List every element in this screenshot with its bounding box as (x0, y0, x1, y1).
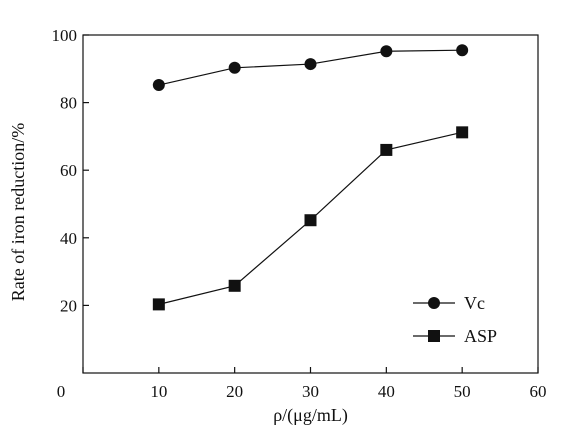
y-tick-label: 20 (60, 296, 77, 315)
series-vc (152, 44, 469, 92)
y-tick-label: 80 (60, 94, 77, 113)
data-point-vc (380, 45, 393, 58)
data-point-asp (304, 214, 317, 227)
y-axis-title: Rate of iron reduction/% (8, 123, 28, 301)
data-point-asp (152, 298, 165, 311)
data-point-vc (304, 58, 317, 71)
data-point-asp (380, 143, 393, 156)
data-point-vc (152, 79, 165, 92)
x-tick-label: 30 (302, 382, 319, 401)
y-tick-label: 40 (60, 229, 77, 248)
data-point-asp (228, 279, 241, 292)
legend-label-asp: ASP (464, 326, 497, 346)
axes: 0 10 20 30 40 50 60 20 40 60 80 100 (52, 26, 547, 401)
series-asp (152, 126, 469, 311)
x-tick-label: 60 (530, 382, 547, 401)
data-point-asp (456, 126, 469, 139)
y-tick-label: 60 (60, 161, 77, 180)
plot-frame (82, 34, 539, 374)
legend-marker-vc (428, 297, 440, 309)
series-layer (152, 44, 469, 311)
data-point-vc (456, 44, 469, 57)
x-tick-label: 50 (454, 382, 471, 401)
x-tick-label: 10 (150, 382, 167, 401)
x-tick-label: 0 (57, 382, 66, 401)
legend-item-asp: ASP (413, 326, 497, 346)
x-tick-label: 40 (378, 382, 395, 401)
legend: Vc ASP (413, 293, 497, 346)
x-tick-label: 20 (226, 382, 243, 401)
y-tick-label: 100 (52, 26, 78, 45)
legend-item-vc: Vc (413, 293, 485, 313)
x-axis-title: ρ/(μg/mL) (273, 405, 348, 426)
legend-marker-asp (428, 330, 440, 342)
legend-label-vc: Vc (464, 293, 485, 313)
data-point-vc (228, 61, 241, 74)
